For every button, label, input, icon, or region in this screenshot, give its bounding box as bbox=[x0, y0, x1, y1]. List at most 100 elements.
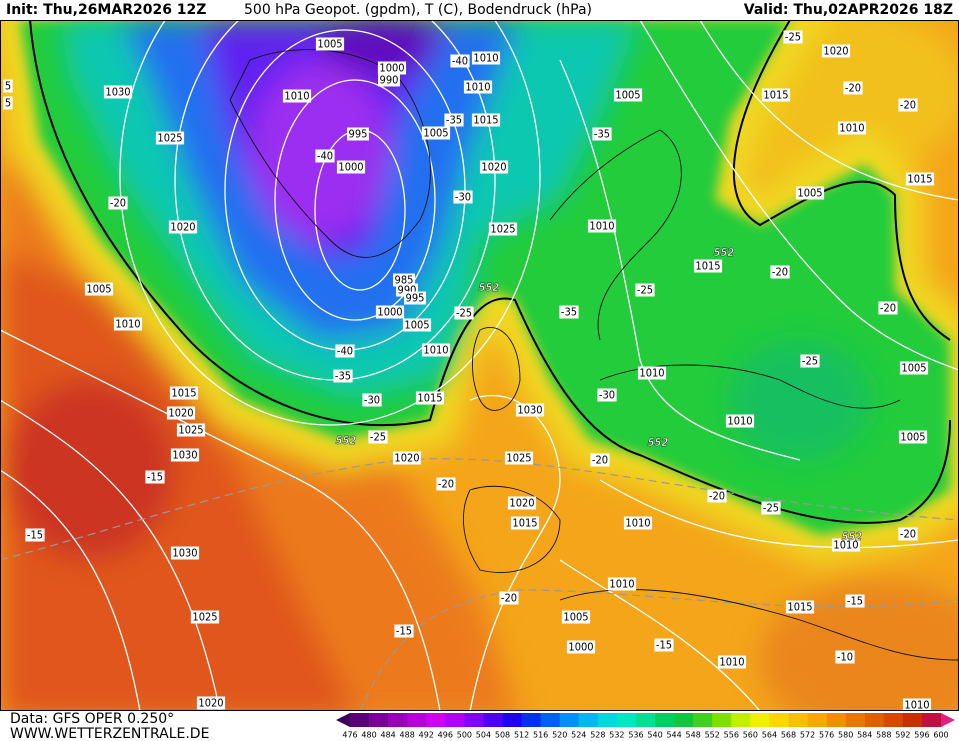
isobar-label-group: 1005 bbox=[898, 430, 928, 444]
isobar-label-box bbox=[607, 577, 637, 591]
temperature-label: -30 bbox=[455, 191, 471, 204]
temperature-label-box bbox=[335, 344, 355, 358]
colorbar-label: 600 bbox=[933, 731, 948, 740]
isobar-label: 1010 bbox=[639, 367, 664, 380]
isobar-label: 1005 bbox=[423, 127, 448, 140]
isobar-label-box bbox=[831, 538, 861, 552]
colorbar-label: 548 bbox=[686, 731, 701, 740]
isobar-label: 1000 bbox=[338, 161, 363, 174]
temperature-label-group: -35 bbox=[559, 305, 579, 319]
temperature-label-box bbox=[453, 190, 473, 204]
isobar-label-box bbox=[282, 89, 312, 103]
colorbar-label: 496 bbox=[438, 731, 453, 740]
isobar-label-box bbox=[510, 516, 540, 530]
temperature-label: -10 bbox=[837, 651, 853, 664]
isobar-label: 1010 bbox=[904, 699, 929, 712]
temperature-label-box bbox=[559, 305, 579, 319]
isobar-label: 1015 bbox=[787, 601, 812, 614]
isobar-label-group: 1010 bbox=[717, 655, 747, 669]
isobar-label-group: 1010 bbox=[831, 538, 861, 552]
isobar-label-box bbox=[421, 343, 451, 357]
temperature-label: -20 bbox=[438, 478, 454, 491]
isobar-label-box bbox=[415, 391, 445, 405]
isobar-label-box bbox=[488, 222, 518, 236]
isobar-label: 1010 bbox=[833, 539, 858, 552]
isobar-label: 1020 bbox=[509, 497, 534, 510]
temperature-label-group: -35 bbox=[444, 113, 464, 127]
colorbar-swatch bbox=[388, 713, 408, 727]
colorbar-swatch bbox=[769, 713, 789, 727]
isobar-label-group: 1020 bbox=[821, 44, 851, 58]
isobar-label-box bbox=[393, 273, 415, 287]
colorbar-swatch bbox=[674, 713, 694, 727]
temperature-label-box bbox=[770, 265, 790, 279]
colorbar-swatch bbox=[559, 713, 580, 727]
temperature-label-box bbox=[25, 528, 45, 542]
temperature-label-box bbox=[783, 30, 803, 44]
temperature-label: -20 bbox=[501, 592, 517, 605]
isobar-label-group: 1010 bbox=[463, 80, 493, 94]
isobar-label: 5 bbox=[5, 97, 11, 110]
isobar-label-group: 5 bbox=[3, 79, 13, 93]
isobar-label: 1020 bbox=[198, 697, 223, 710]
isobar-label-box bbox=[905, 172, 935, 186]
init-time: Init: Thu,26MAR2026 12Z bbox=[6, 2, 206, 18]
temperature-label-box bbox=[444, 113, 464, 127]
isobar-label: 1010 bbox=[839, 122, 864, 135]
temperature-label-group: -25 bbox=[368, 430, 388, 444]
colorbar-label: 480 bbox=[361, 731, 376, 740]
isobar-label-box bbox=[471, 113, 501, 127]
colorbar-label: 524 bbox=[571, 731, 586, 740]
colorbar-label: 560 bbox=[743, 731, 758, 740]
isobar-label: 1025 bbox=[506, 452, 531, 465]
temperature-label: -25 bbox=[637, 284, 653, 297]
isobar-label: 1010 bbox=[727, 415, 752, 428]
isobar-label-group: 995 bbox=[404, 291, 426, 305]
temperature-label: -20 bbox=[592, 454, 608, 467]
isobar-label: 985 bbox=[395, 274, 414, 287]
colorbar-swatch bbox=[750, 713, 770, 727]
temperature-label-group: -40 bbox=[315, 149, 335, 163]
colorbar-swatch bbox=[883, 713, 904, 727]
colorbar-low-arrow bbox=[336, 713, 350, 727]
isobar-label-group: 1030 bbox=[170, 546, 200, 560]
colorbar-swatch bbox=[407, 713, 427, 727]
isobar-label-box bbox=[587, 219, 617, 233]
isobar-label: 1015 bbox=[907, 173, 932, 186]
isobar-label: 1015 bbox=[417, 392, 442, 405]
temperature-label-box bbox=[654, 638, 674, 652]
isobar-label-box bbox=[902, 698, 932, 711]
colorbar-label: 500 bbox=[457, 731, 472, 740]
temperature-label-group: -20 bbox=[898, 527, 918, 541]
temperature-label-box bbox=[800, 354, 820, 368]
isobar-label-group: 1000 bbox=[566, 640, 596, 654]
temperature-label-group: -30 bbox=[597, 388, 617, 402]
colorbar-high-arrow bbox=[941, 713, 955, 727]
temperature-label-box bbox=[592, 127, 612, 141]
temperature-label: -20 bbox=[772, 266, 788, 279]
isobar-label: 1015 bbox=[763, 89, 788, 102]
isobar-label: 995 bbox=[406, 292, 425, 305]
temperature-label: -30 bbox=[364, 394, 380, 407]
isobar-label-box bbox=[795, 186, 825, 200]
isobar-label-group: 1015 bbox=[761, 88, 791, 102]
isobar-label-box bbox=[785, 600, 815, 614]
isobar-label-box bbox=[392, 451, 422, 465]
isobar-label: 1010 bbox=[625, 517, 650, 530]
isobar-label: 1015 bbox=[512, 517, 537, 530]
temperature-label-group: -25 bbox=[635, 283, 655, 297]
colorbar-label: 504 bbox=[476, 731, 491, 740]
temperature-label: -20 bbox=[845, 82, 861, 95]
isobar-label: 1030 bbox=[105, 86, 130, 99]
isobar-label-box bbox=[613, 88, 643, 102]
isobar-label: 1010 bbox=[473, 52, 498, 65]
temperature-label-group: -40 bbox=[450, 54, 470, 68]
isobar-label-group: 1015 bbox=[693, 259, 723, 273]
isobar-label: 1005 bbox=[563, 611, 588, 624]
geopotential-label: 552 bbox=[714, 246, 735, 259]
isobar-label-box bbox=[421, 126, 451, 140]
isobar-label-group: 1025 bbox=[176, 423, 206, 437]
temperature-label-group: -20 bbox=[898, 98, 918, 112]
isobar-label-group: 1020 bbox=[392, 451, 422, 465]
colorbar-swatch bbox=[426, 713, 446, 727]
